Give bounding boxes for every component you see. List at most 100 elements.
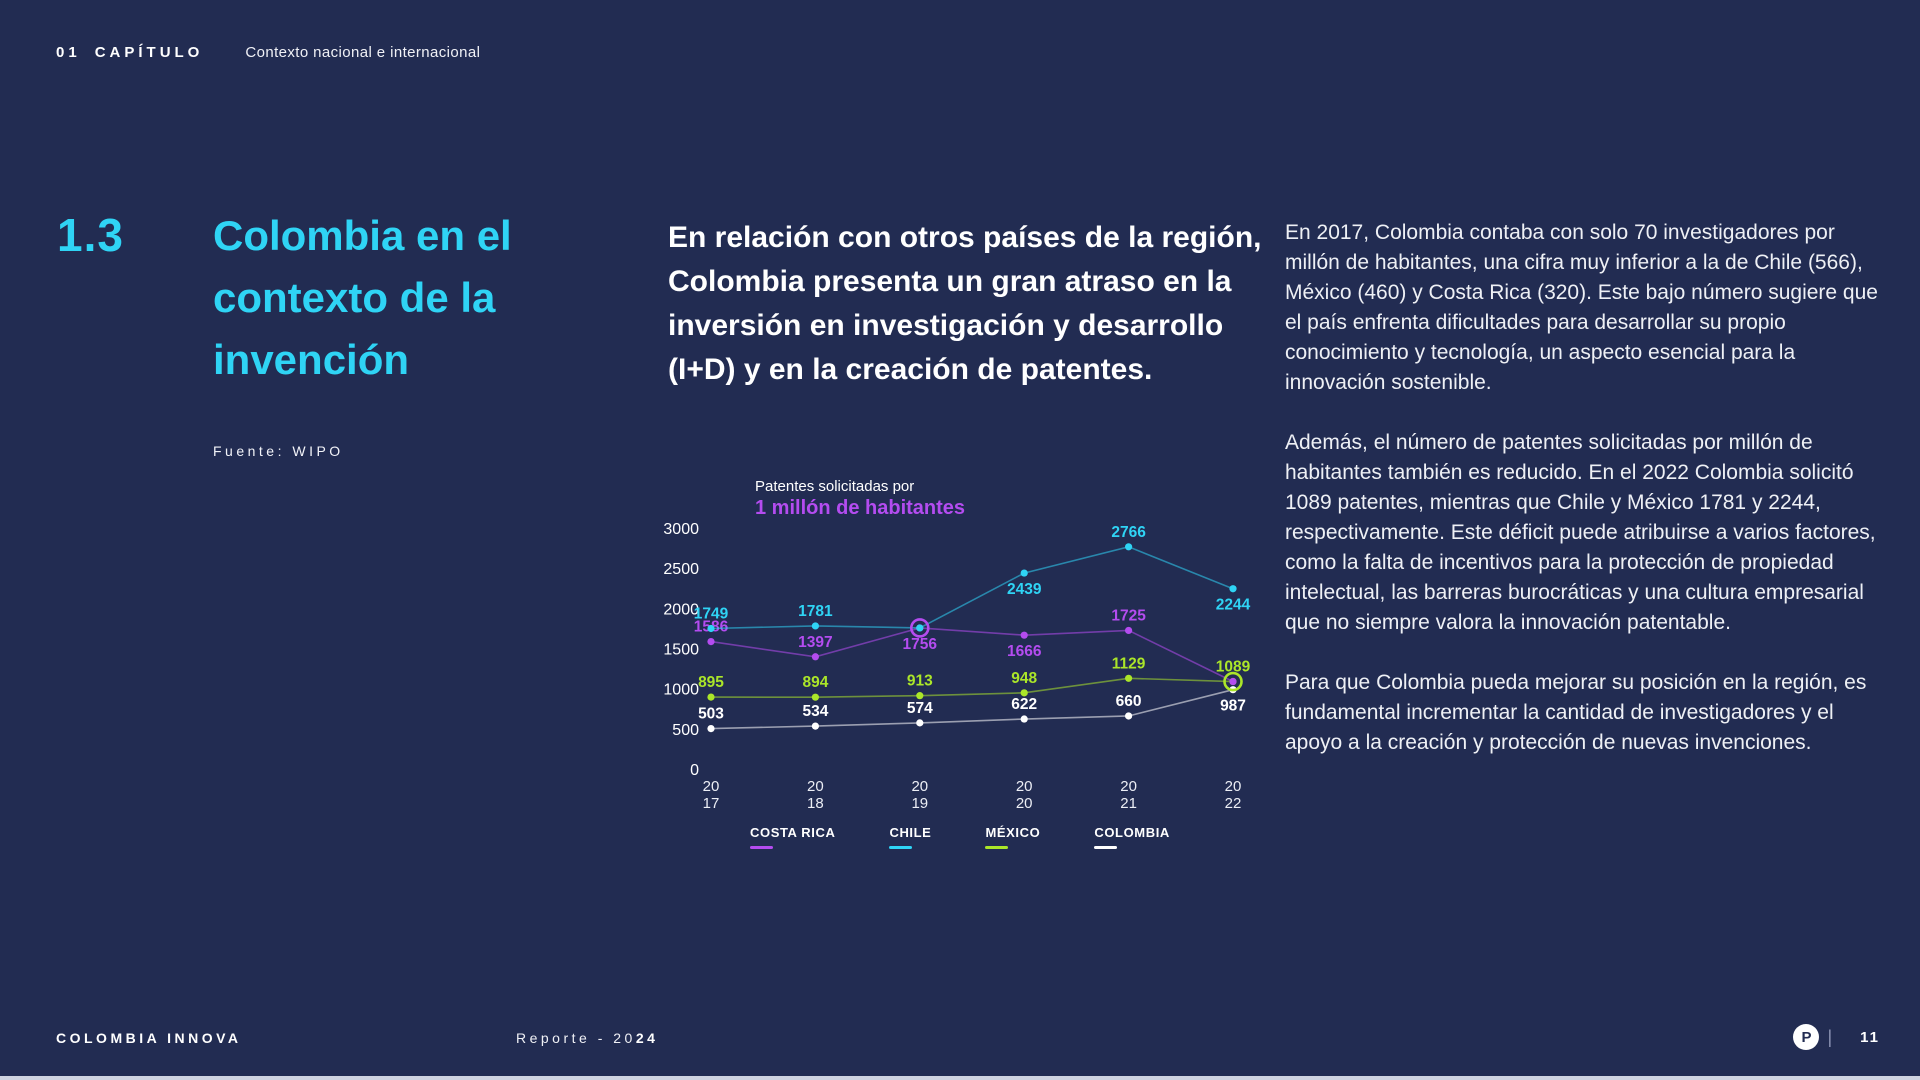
x-tick-2018: 20 18 xyxy=(807,778,824,812)
series-dot-chile-2019 xyxy=(916,624,924,632)
value-label-costa-rica-2018: 1397 xyxy=(798,634,832,651)
legend-color-bar-mexico xyxy=(985,846,1009,849)
legend-color-bar-colombia xyxy=(1094,846,1118,849)
patents-line-chart: 3000 2500 2000 1500 1000 500 0 20 17 20 18 20 19 20 20… xyxy=(655,478,1280,858)
value-label-mexico-2017: 895 xyxy=(698,674,724,691)
report-prefix: Reporte - 20 xyxy=(516,1030,636,1046)
value-label-chile-2020: 2439 xyxy=(1007,581,1042,598)
series-dot-colombia-2017 xyxy=(707,724,715,733)
chart-title-line2: 1 millón de habitantes xyxy=(755,497,966,519)
x-tick-2021: 20 21 xyxy=(1120,778,1137,812)
series-dot-costa-rica-2018 xyxy=(811,653,819,661)
body-paragraph-1: En 2017, Colombia contaba con solo 70 in… xyxy=(1285,221,1878,394)
legend-item-chile: CHILE xyxy=(889,825,931,849)
value-label-colombia-2022: 987 xyxy=(1220,698,1246,715)
section-number: 1.3 xyxy=(57,209,124,261)
value-label-chile-2017: 1749 xyxy=(694,605,729,622)
series-dot-colombia-2019 xyxy=(916,719,924,727)
y-tick-2500: 2500 xyxy=(663,561,699,578)
page-bottom-edge xyxy=(0,1076,1920,1080)
page-separator: | xyxy=(1827,1026,1833,1047)
footer-report-label: Reporte - 2024 xyxy=(516,1030,658,1046)
series-dot-colombia-2018 xyxy=(811,722,819,730)
series-dot-mexico-2020 xyxy=(1020,689,1028,697)
value-label-mexico-2020: 948 xyxy=(1011,670,1037,687)
body-paragraph-2: Además, el número de patentes solicitada… xyxy=(1285,431,1876,634)
x-tick-2019: 20 19 xyxy=(911,778,928,812)
legend-color-bar-costa-rica xyxy=(750,846,773,849)
series-dot-colombia-2020 xyxy=(1020,715,1028,723)
value-label-chile-2018: 1781 xyxy=(798,603,833,620)
y-tick-1500: 1500 xyxy=(663,642,699,659)
lede-paragraph: En relación con otros países de la regió… xyxy=(668,221,1262,386)
value-label-colombia-2019: 574 xyxy=(907,700,933,717)
value-label-colombia-2021: 660 xyxy=(1116,693,1142,710)
value-label-chile-2022: 2244 xyxy=(1216,597,1251,614)
series-dot-costa-rica-2021 xyxy=(1125,626,1133,635)
legend-item-colombia: COLOMBIA xyxy=(1094,825,1170,849)
chart-canvas: 3000 2500 2000 1500 1000 500 020 17 20 18 20 19 20 20… xyxy=(663,521,1251,812)
chapter-context: Contexto nacional e internacional xyxy=(245,44,481,61)
series-line-chile xyxy=(710,545,1234,630)
value-label-colombia-2018: 534 xyxy=(802,703,828,720)
y-tick-0: 0 xyxy=(690,762,699,779)
x-tick-2022: 20 22 xyxy=(1225,778,1242,812)
value-label-colombia-2017: 503 xyxy=(698,706,724,723)
value-label-chile-2021: 2766 xyxy=(1111,524,1146,541)
x-tick-2020: 20 20 xyxy=(1016,778,1033,812)
footer-page-area: P | 11 xyxy=(1793,1024,1880,1050)
highlight-ring-2019 xyxy=(909,618,930,638)
page-header: 01 CAPÍTULO Contexto nacional e internac… xyxy=(56,44,480,61)
legend-label-colombia: COLOMBIA xyxy=(1094,825,1170,840)
value-label-mexico-2021: 1129 xyxy=(1112,655,1146,672)
legend-item-costa-rica: COSTA RICA xyxy=(750,825,835,849)
footer-brand: COLOMBIA INNOVA xyxy=(56,1030,242,1046)
chapter-number: 01 xyxy=(56,44,81,61)
legend-item-mexico: MÉXICO xyxy=(985,825,1040,849)
legend-color-bar-chile xyxy=(889,846,913,849)
y-tick-500: 500 xyxy=(672,722,699,739)
series-dot-mexico-2021 xyxy=(1125,674,1133,682)
report-suffix: 24 xyxy=(635,1030,659,1046)
section-title: Colombia en el contexto de la invención xyxy=(213,212,512,383)
series-line-mexico xyxy=(710,677,1234,698)
series-dot-chile-2022 xyxy=(1229,585,1237,593)
chart-title: Patentes solicitadas por 1 millón de hab… xyxy=(755,478,965,520)
series-line-costa-rica xyxy=(710,627,1234,683)
publisher-badge-icon: P xyxy=(1793,1024,1820,1050)
series-dot-costa-rica-2022 xyxy=(1229,677,1237,686)
y-tick-1000: 1000 xyxy=(663,682,699,699)
series-dot-chile-2021 xyxy=(1125,543,1133,551)
highlight-ring-2022 xyxy=(1223,671,1243,692)
series-line-colombia xyxy=(710,688,1234,730)
series-dot-costa-rica-2020 xyxy=(1020,631,1028,639)
series-dot-mexico-2018 xyxy=(811,693,819,701)
value-label-mexico-2019: 913 xyxy=(907,673,933,690)
source-note: Fuente: WIPO xyxy=(213,443,344,459)
x-tick-2017: 20 17 xyxy=(703,778,720,812)
series-dot-colombia-2021 xyxy=(1125,712,1133,720)
page-number: 11 xyxy=(1860,1028,1880,1046)
chart-title-line1: Patentes solicitadas por xyxy=(755,478,915,495)
series-dot-mexico-2017 xyxy=(707,693,715,701)
series-dot-chile-2018 xyxy=(811,622,819,630)
body-paragraph-3: Para que Colombia pueda mejorar su posic… xyxy=(1285,671,1867,754)
y-tick-2000: 2000 xyxy=(663,601,699,618)
y-tick-3000: 3000 xyxy=(663,521,699,538)
series-dot-chile-2017 xyxy=(707,624,715,633)
legend-label-costa-rica: COSTA RICA xyxy=(750,825,836,840)
chart-legend: COSTA RICA CHILE MÉXICO COLOMBIA xyxy=(750,825,1170,849)
body-column: En 2017, Colombia contaba con solo 70 in… xyxy=(1285,218,1885,788)
value-label-costa-rica-2021: 1725 xyxy=(1111,607,1146,624)
legend-label-mexico: MÉXICO xyxy=(985,825,1041,840)
value-label-costa-rica-2020: 1666 xyxy=(1007,643,1042,660)
value-label-mexico-2018: 894 xyxy=(802,674,828,691)
chapter-word: CAPÍTULO xyxy=(94,44,204,61)
value-label-colombia-2020: 622 xyxy=(1011,696,1037,713)
series-dot-mexico-2019 xyxy=(916,692,924,700)
legend-label-chile: CHILE xyxy=(889,825,932,840)
value-label-costa-rica-2019: 1756 xyxy=(903,636,938,653)
value-label-mexico-2022: 1089 xyxy=(1216,659,1251,676)
series-dot-costa-rica-2017 xyxy=(707,637,715,646)
series-dot-chile-2020 xyxy=(1020,569,1028,577)
